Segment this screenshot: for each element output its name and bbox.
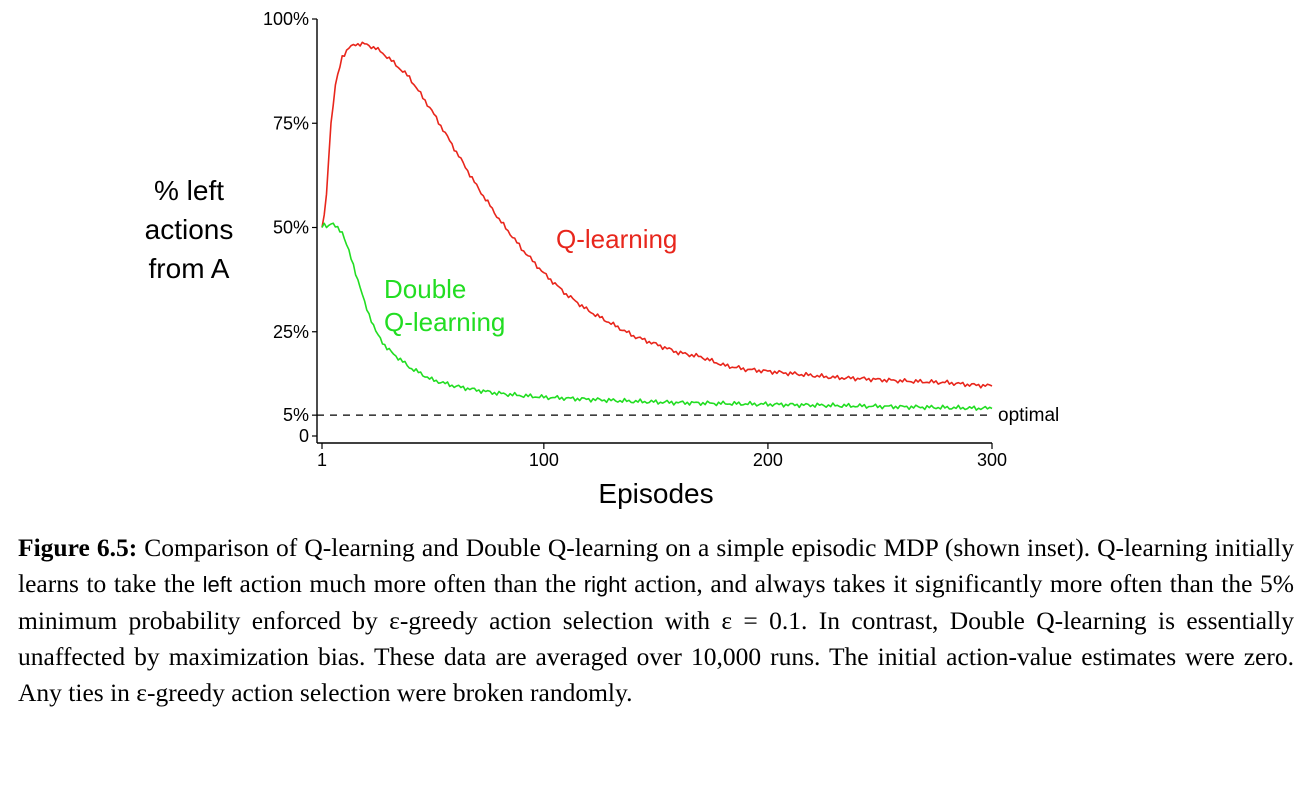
x-tick-label: 100 xyxy=(529,450,559,470)
caption-text-3: action, and always takes it significantl… xyxy=(18,569,1294,707)
series-group xyxy=(321,41,993,411)
y-axis-title-line-2: actions xyxy=(145,214,234,245)
series-label-double-q-learning: Double xyxy=(384,274,466,304)
y-tick-label: 5% xyxy=(283,405,309,425)
caption-left-word: left xyxy=(202,572,232,597)
x-tick-label: 300 xyxy=(977,450,1007,470)
series-line-double-q-learning xyxy=(321,222,993,411)
line-chart: % left actions from A Episodes 05% 25% 50%… xyxy=(145,9,1060,509)
y-axis-title-line-1: % left xyxy=(154,175,224,206)
series-label-q-learning: Q-learning xyxy=(556,224,677,254)
x-tick-label: 200 xyxy=(753,450,783,470)
x-tick-label: 1 xyxy=(317,450,327,470)
figure-label: Figure 6.5: xyxy=(18,533,138,562)
y-axis-title: % left actions from A xyxy=(145,175,234,284)
y-tick-label: 0 xyxy=(299,426,309,446)
caption-text-1: Comparison of Q-learning and Double Q-le… xyxy=(18,533,1294,598)
y-tick-label: 50% xyxy=(273,218,309,238)
y-tick-label: 25% xyxy=(273,322,309,342)
reference-line-group: optimal xyxy=(317,405,1059,426)
axes: 05% 25% 50% 75% 100% 1 100 200 300 xyxy=(263,9,1007,470)
figure-caption: Figure 6.5: Comparison of Q-learning and… xyxy=(18,530,1294,711)
y-axis-title-line-3: from A xyxy=(149,253,230,284)
x-axis-title: Episodes xyxy=(598,478,713,509)
series-line-q-learning xyxy=(321,41,993,389)
series-label-double-q-learning: Q-learning xyxy=(384,307,505,337)
optimal-reference-label: optimal xyxy=(998,405,1059,426)
caption-right-word: right xyxy=(583,572,627,597)
y-tick-label: 75% xyxy=(273,113,309,133)
y-tick-label: 100% xyxy=(263,9,309,29)
caption-text-2: action much more often than the xyxy=(231,569,584,598)
